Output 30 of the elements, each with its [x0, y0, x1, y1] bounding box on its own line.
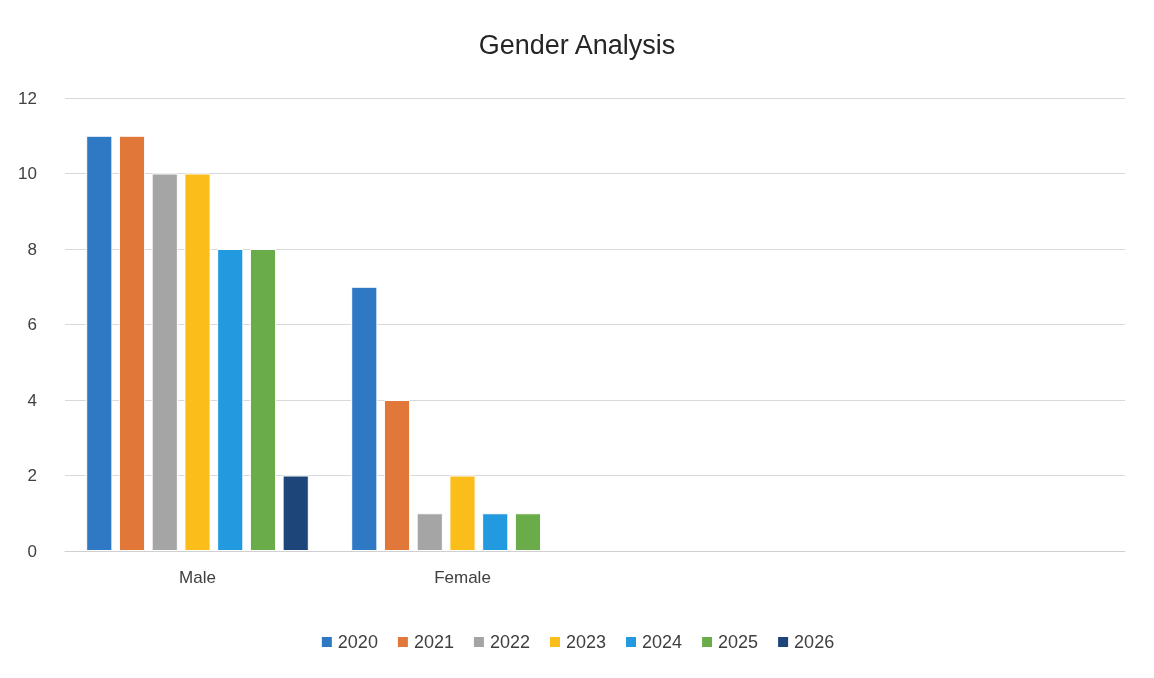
legend-label: 2022 [489, 632, 530, 652]
bar [383, 400, 411, 551]
legend-label: 2024 [642, 632, 683, 652]
y-tick-label: 10 [18, 164, 37, 183]
y-tick-label: 8 [27, 239, 37, 259]
legend-label: 2023 [565, 632, 607, 652]
bar [151, 173, 178, 551]
bar [514, 513, 542, 551]
bar [217, 249, 244, 551]
bar [184, 173, 211, 551]
legend-label: 2025 [718, 632, 759, 652]
bar [282, 475, 309, 551]
bar [351, 286, 378, 551]
y-tick-label: 0 [27, 541, 37, 561]
x-tick-label: Female [434, 568, 491, 587]
y-tick-label: 6 [27, 315, 37, 334]
y-tick-label: 12 [18, 88, 37, 108]
bar [482, 513, 509, 551]
bar [249, 249, 277, 551]
legend-label: 2020 [337, 632, 378, 652]
legend-label: 2021 [413, 632, 454, 652]
y-tick-label: 4 [27, 390, 37, 410]
bar [86, 135, 113, 551]
legend-label: 2026 [794, 632, 835, 652]
x-tick-label: Male [179, 568, 216, 587]
bar [449, 475, 476, 551]
bar [416, 513, 443, 551]
chart-title: Gender Analysis [478, 29, 676, 60]
bar [118, 135, 146, 551]
y-tick-label: 2 [27, 466, 37, 485]
